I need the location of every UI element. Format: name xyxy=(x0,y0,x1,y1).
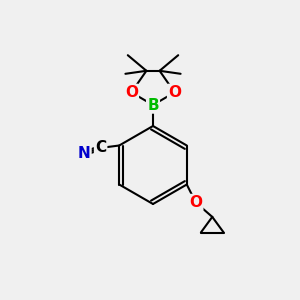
Text: N: N xyxy=(78,146,91,161)
Text: O: O xyxy=(125,85,138,100)
Text: O: O xyxy=(168,85,181,100)
Text: B: B xyxy=(147,98,159,112)
Text: C: C xyxy=(95,140,106,155)
Text: O: O xyxy=(189,195,202,210)
